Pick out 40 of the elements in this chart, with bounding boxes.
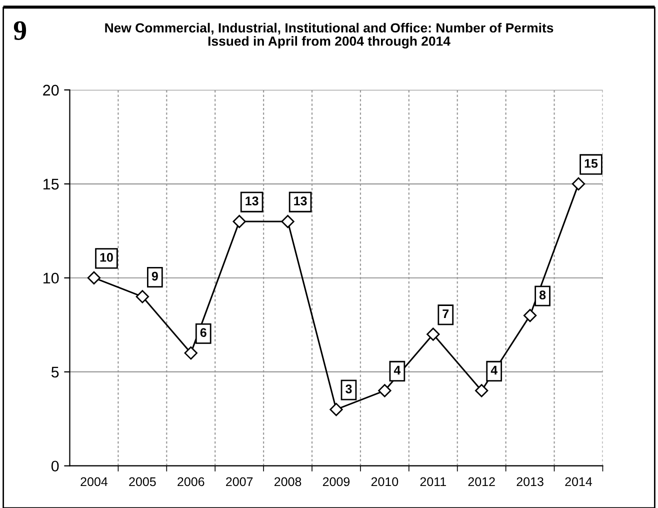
y-tick-label: 20 [43, 84, 59, 96]
data-label: 4 [394, 366, 401, 374]
y-tick-label: 15 [44, 178, 59, 190]
point [426, 328, 440, 341]
x-tick-label: 2005 [129, 477, 156, 486]
x-tick-label: 2014 [565, 477, 592, 486]
x-tick-label: 2006 [178, 477, 204, 486]
chart-title: New Commercial, Industrial, Institutional and Office: Number of Permits Issued in April from 2004 through 2014 [105, 22, 554, 48]
x-tick-label: 2007 [226, 477, 253, 486]
y-tick-label: 0 [51, 460, 59, 472]
x-tick-label: 2011 [420, 477, 446, 486]
x-tick-label: 2004 [80, 477, 108, 486]
data-label: 7 [442, 309, 449, 318]
point [184, 346, 198, 360]
data-label: 13 [294, 196, 307, 206]
y-tick-label: 5 [51, 366, 59, 378]
data-label: 9 [152, 272, 158, 281]
x-tick-label: 2012 [468, 477, 495, 486]
point [330, 402, 343, 416]
data-label: 15 [584, 159, 598, 168]
point [281, 214, 294, 228]
x-tick-label: 2008 [274, 477, 302, 486]
point [523, 308, 537, 322]
text: 9 [14, 21, 26, 40]
point [378, 384, 392, 398]
data-label: 8 [539, 290, 546, 300]
x-tick-label: 2013 [516, 477, 544, 486]
point [87, 271, 101, 284]
data-label: 13 [246, 196, 258, 206]
point [572, 177, 586, 190]
x-tick-label: 2010 [371, 477, 398, 486]
data-label: 10 [100, 252, 113, 262]
data-label: 6 [200, 328, 206, 337]
data-label: 3 [346, 384, 352, 394]
x-tick-label: 2009 [322, 477, 350, 486]
point [475, 384, 488, 398]
y-tick-label: 10 [44, 272, 59, 284]
point [136, 290, 150, 304]
data-label: 4 [490, 366, 498, 374]
point [232, 214, 246, 228]
